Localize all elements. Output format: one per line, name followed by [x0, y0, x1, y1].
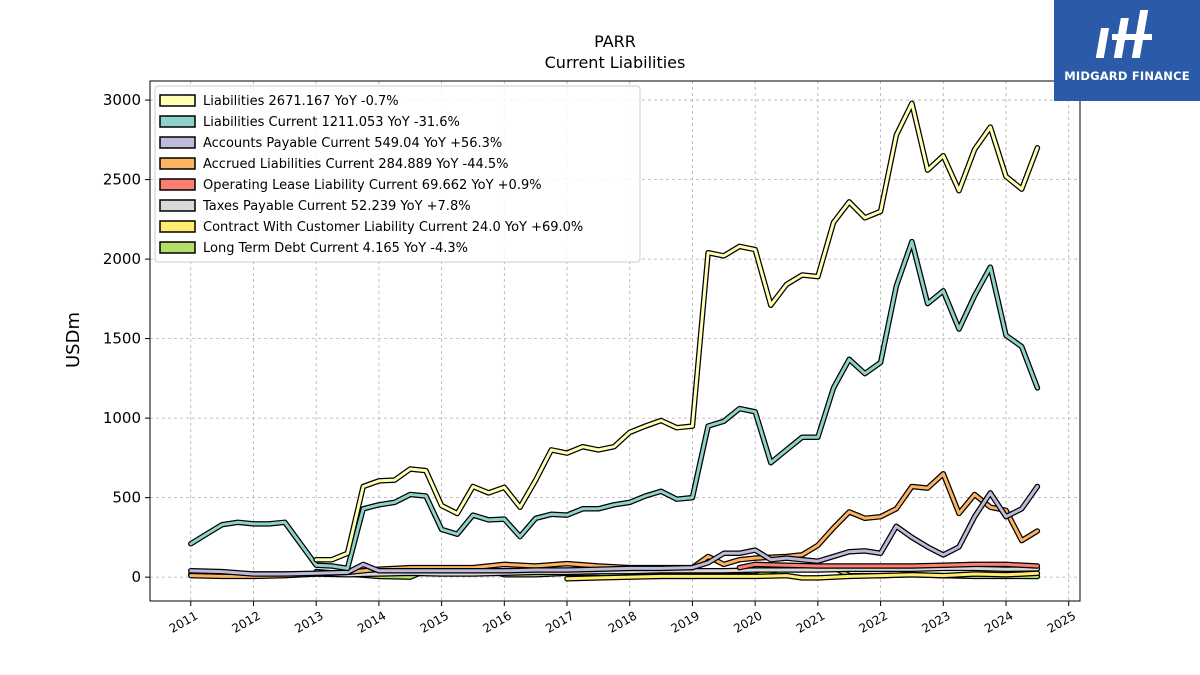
legend-swatch — [159, 241, 196, 254]
legend: Liabilities 2671.167 YoY -0.7% Liabilitie… — [154, 85, 641, 263]
x-tick-label: 2012 — [230, 608, 263, 635]
legend-entry: Liabilities 2671.167 YoY -0.7% — [203, 94, 399, 109]
midgard-finance-logo: MIDGARD FINANCE — [1054, 0, 1200, 101]
series-outline-liabilities-current — [188, 238, 1041, 572]
x-tick-label: 2018 — [606, 608, 639, 635]
legend-entry: Accrued Liabilities Current 284.889 YoY … — [203, 157, 509, 172]
y-tick-label: 2000 — [103, 250, 141, 268]
y-tick-label: 1500 — [103, 330, 141, 348]
x-tick-label: 2017 — [543, 608, 576, 635]
legend-box — [154, 85, 641, 263]
y-tick-label: 1000 — [103, 409, 141, 427]
y-tick-label: 0 — [131, 568, 141, 586]
legend-entry: Operating Lease Liability Current 69.662… — [203, 178, 542, 193]
y-tick-label: 500 — [112, 489, 141, 507]
legend-swatch — [159, 157, 196, 170]
legend-entry: Liabilities Current 1211.053 YoY -31.6% — [203, 115, 460, 130]
x-tick-label: 2011 — [167, 608, 200, 635]
y-axis-label: USDm — [63, 312, 84, 368]
series-line-liabilities-current — [189, 240, 1039, 570]
x-tick-label: 2021 — [794, 608, 827, 635]
y-tick-label: 3000 — [103, 91, 141, 109]
plot-frame — [149, 80, 1081, 602]
y-tick-label: 2500 — [103, 171, 141, 189]
legend-swatch — [159, 94, 196, 107]
legend-swatch — [159, 136, 196, 149]
x-tick-label: 2014 — [355, 608, 388, 635]
legend-entry: Long Term Debt Current 4.165 YoY -4.3% — [203, 241, 468, 256]
legend-swatch — [159, 220, 196, 233]
legend-swatch — [159, 178, 196, 191]
x-tick-label: 2015 — [418, 608, 451, 635]
series-line-operating-lease-liability-current — [738, 562, 1039, 570]
series-line-accounts-payable-current — [189, 485, 1039, 576]
chart-subtitle: Current Liabilities — [545, 53, 686, 72]
logo-mark-icon — [1095, 10, 1152, 58]
x-tick-label: 2022 — [857, 608, 890, 635]
logo-text: MIDGARD FINANCE — [1064, 69, 1190, 83]
x-tick-label: 2016 — [480, 608, 513, 635]
x-tick-label: 2024 — [982, 608, 1015, 635]
legend-swatch — [159, 115, 196, 128]
x-tick-label: 2020 — [731, 608, 764, 635]
series-line-contract-with-customer-liability-current — [565, 571, 1039, 581]
legend-entry: Contract With Customer Liability Current… — [203, 220, 583, 235]
x-tick-label: 2025 — [1045, 608, 1078, 635]
legend-entry: Taxes Payable Current 52.239 YoY +7.8% — [202, 199, 471, 214]
chart-title: PARR — [594, 32, 636, 51]
x-tick-label: 2013 — [292, 608, 325, 635]
legend-swatch — [159, 199, 196, 212]
x-tick-label: 2023 — [919, 608, 952, 635]
series-line-liabilities — [314, 101, 1039, 562]
legend-entry: Accounts Payable Current 549.04 YoY +56.… — [203, 136, 502, 151]
series-group — [188, 100, 1041, 582]
x-tick-label: 2019 — [668, 608, 701, 635]
